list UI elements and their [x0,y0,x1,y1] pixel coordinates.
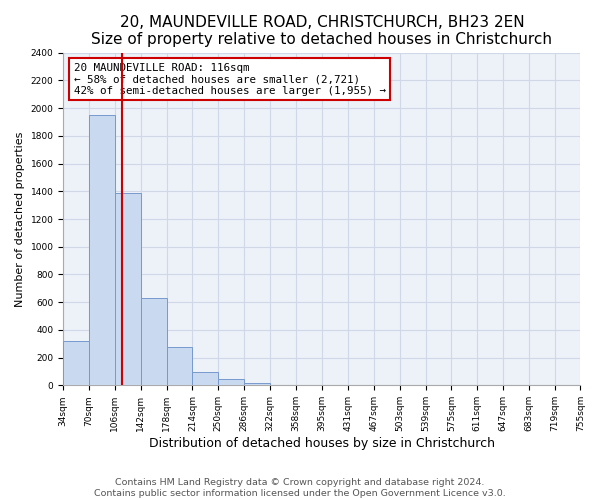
Text: 20 MAUNDEVILLE ROAD: 116sqm
← 58% of detached houses are smaller (2,721)
42% of : 20 MAUNDEVILLE ROAD: 116sqm ← 58% of det… [74,62,386,96]
Y-axis label: Number of detached properties: Number of detached properties [15,132,25,306]
Title: 20, MAUNDEVILLE ROAD, CHRISTCHURCH, BH23 2EN
Size of property relative to detach: 20, MAUNDEVILLE ROAD, CHRISTCHURCH, BH23… [91,15,553,48]
Bar [115,192,141,386]
Bar [141,298,167,386]
Bar [244,382,270,386]
Text: Contains HM Land Registry data © Crown copyright and database right 2024.
Contai: Contains HM Land Registry data © Crown c… [94,478,506,498]
Bar [218,379,244,386]
X-axis label: Distribution of detached houses by size in Christchurch: Distribution of detached houses by size … [149,437,495,450]
Bar [89,115,115,386]
Bar [63,341,89,386]
Bar [193,372,218,386]
Bar [167,347,193,386]
